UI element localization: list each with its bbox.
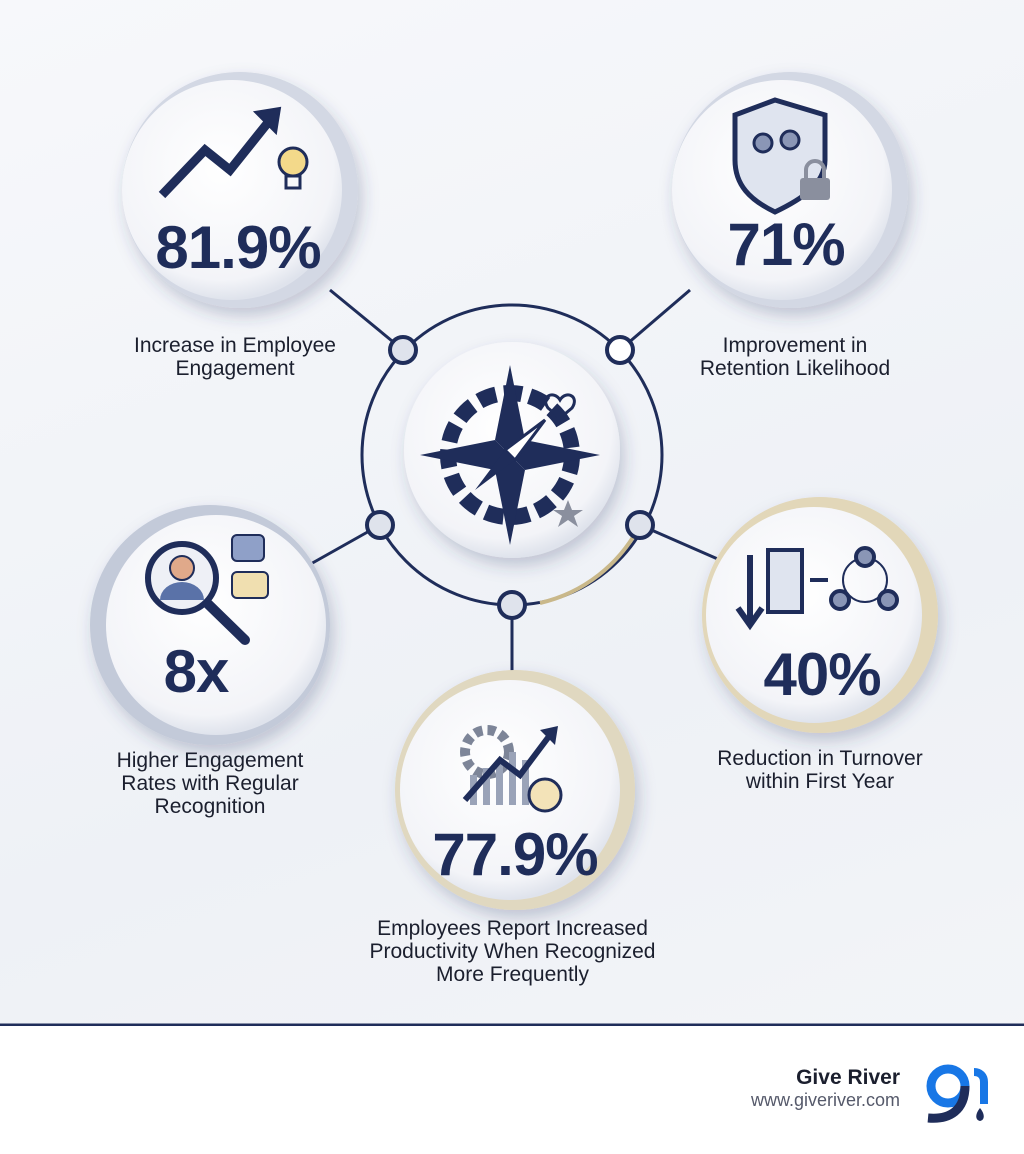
search-icon xyxy=(145,534,269,645)
stat-label: Increase in Employee Engagement xyxy=(134,334,336,380)
stat-value: 71% xyxy=(727,211,845,278)
stat-value: 8x xyxy=(163,638,230,705)
stat-label: Improvement in Retention Likelihood xyxy=(699,334,891,380)
brand-url: www.giveriver.com xyxy=(750,1090,900,1110)
stat-label: Higher Engagement Rates with Regular Rec… xyxy=(116,749,304,818)
stat-value: 40% xyxy=(763,641,881,708)
stat-value: 81.9% xyxy=(155,214,321,281)
shield-icon xyxy=(732,97,830,215)
stat-value: 77.9% xyxy=(432,821,598,888)
footer: Give River www.giveriver.com xyxy=(0,1026,1024,1154)
turnover-icon xyxy=(735,546,899,631)
productivity-icon xyxy=(460,725,563,813)
growth-icon xyxy=(158,106,309,199)
brand-name: Give River xyxy=(796,1066,900,1089)
compass-icon xyxy=(420,365,600,545)
diagram-graphics xyxy=(0,72,1024,1026)
stat-label: Reduction in Turnover within First Year xyxy=(717,747,923,793)
brand-logo xyxy=(926,1064,988,1123)
stat-label: Employees Report Increased Productivity … xyxy=(369,917,656,986)
nodes xyxy=(365,335,655,620)
accent-arc xyxy=(539,524,642,605)
